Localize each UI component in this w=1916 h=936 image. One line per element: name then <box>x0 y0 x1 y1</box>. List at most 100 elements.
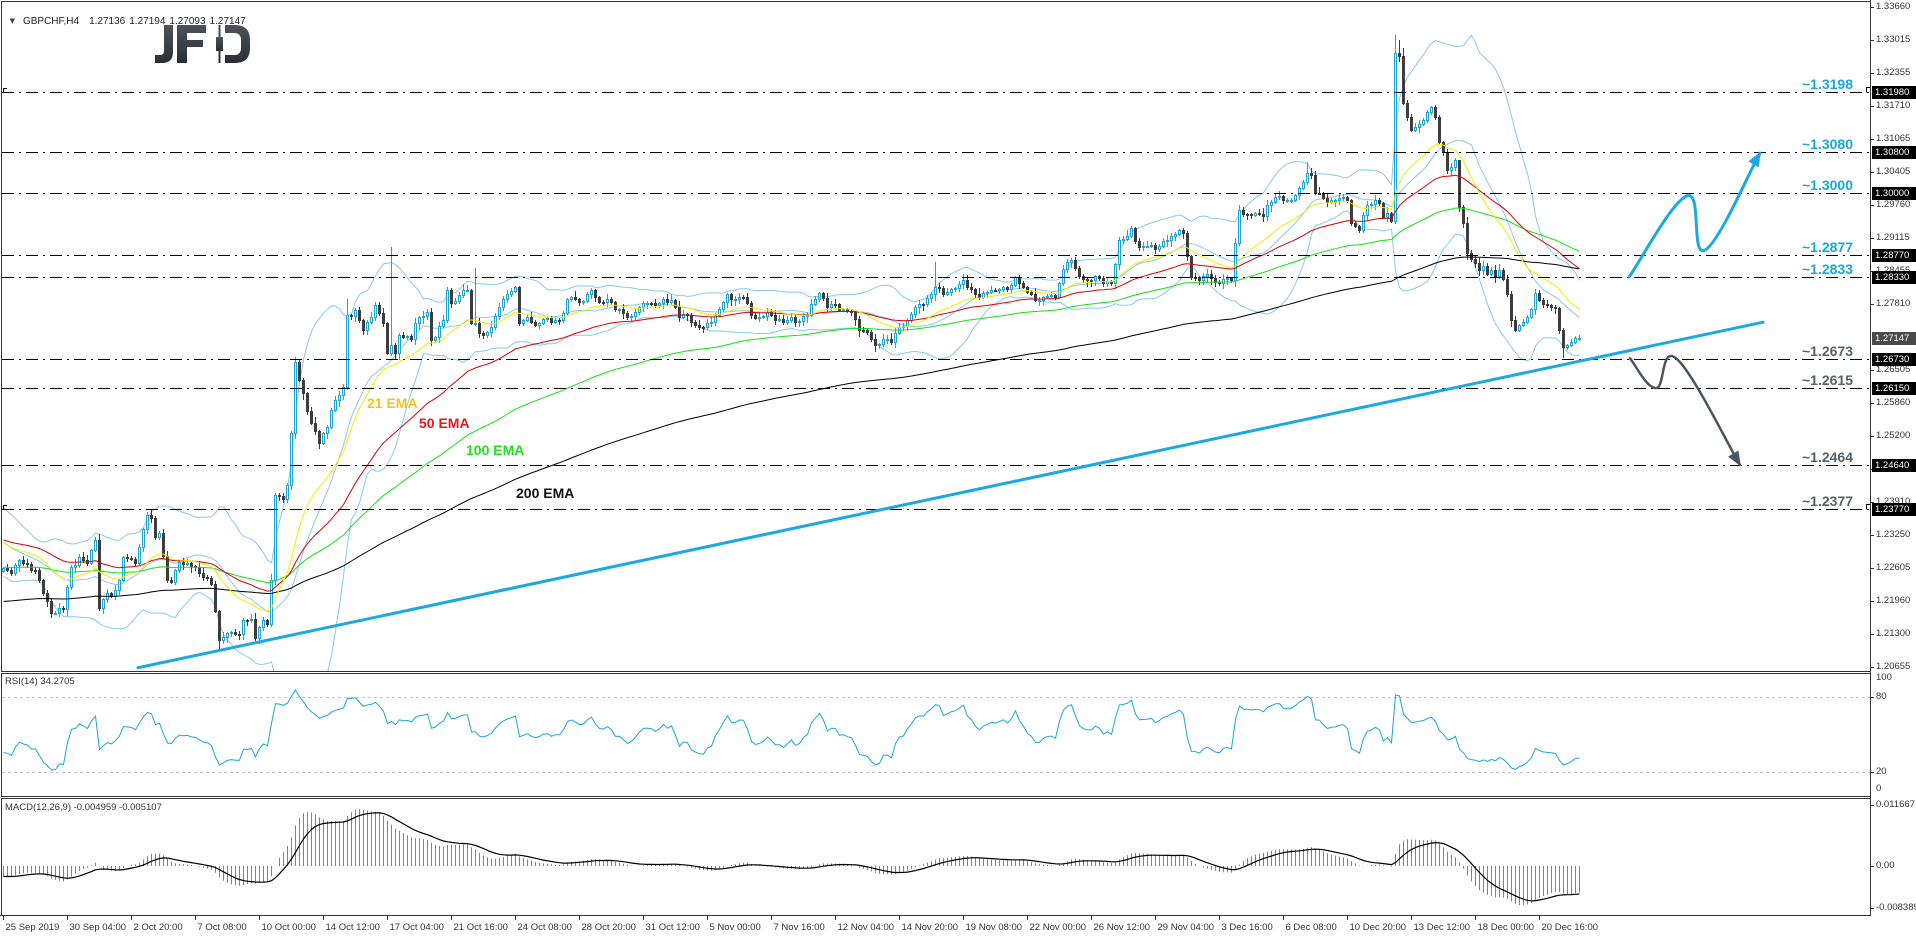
symbol-timeframe: GBPCHF,H4 <box>22 16 80 27</box>
price-axis-label: 1.30405 <box>1876 166 1911 177</box>
level-label-1.30800: ~1.3080 <box>1802 135 1853 152</box>
bear-candle-bodies <box>6 53 1565 641</box>
macd-axis-label: -0.008389 <box>1876 902 1916 913</box>
macd-title: MACD(12,26,9) -0.004959 -0.005107 <box>5 802 162 813</box>
logo-letter-d <box>225 25 250 63</box>
level-label-1.30000: ~1.3000 <box>1802 176 1853 193</box>
time-axis-label: 28 Oct 20:00 <box>581 922 636 933</box>
ema-200-label: 200 EMA <box>516 485 575 501</box>
price-chart-area[interactable] <box>2 34 1870 744</box>
chart-header: ▼ GBPCHF,H4 1.27136 1.27194 1.27093 1.27147 <box>4 3 246 28</box>
price-axis-label: 1.21960 <box>1876 595 1911 606</box>
macd-signal-line[interactable] <box>3 812 1580 902</box>
price-tag-1.30000: 1.30000 <box>1872 187 1916 200</box>
level-label-1.28330: ~1.2833 <box>1802 260 1853 277</box>
time-axis-label: 21 Oct 16:00 <box>453 922 508 933</box>
time-axis-label: 30 Sep 04:00 <box>69 922 127 933</box>
price-axis-label: 1.28455 <box>1876 265 1910 277</box>
bearish-scenario-arrowhead-icon <box>1728 450 1741 467</box>
bearish-scenario-arrow[interactable] <box>1628 354 1742 467</box>
time-axis-label: 14 Nov 20:00 <box>901 922 959 933</box>
ohlc-open: 1.27136 <box>89 16 126 27</box>
level-end-marker <box>3 87 1870 93</box>
bear-candle-wicks <box>7 40 1564 651</box>
collapse-triangle-icon[interactable]: ▼ <box>9 17 15 25</box>
bull-candle-bodies <box>2 53 1581 641</box>
price-axis-label: 1.25860 <box>1876 397 1911 408</box>
bollinger-middle-line[interactable] <box>3 139 1580 613</box>
price-axis-label: 1.25200 <box>1876 430 1911 441</box>
price-axis-label: 1.20655 <box>1876 661 1911 672</box>
rsi-panel-frame[interactable] <box>1 673 1871 797</box>
time-axis-label: 12 Nov 04:00 <box>837 922 895 933</box>
price-axis-label: 1.33015 <box>1876 34 1911 45</box>
level-label-1.26150: ~1.2615 <box>1802 371 1853 388</box>
rsi-axis-label: 80 <box>1876 691 1887 702</box>
time-axis-label: 19 Nov 08:00 <box>965 922 1023 933</box>
price-tag-1.30800: 1.30800 <box>1872 146 1916 159</box>
price-axis-label: 1.29760 <box>1876 199 1911 210</box>
ema-100-label: 100 EMA <box>466 442 525 458</box>
current-price-tag: 1.27147 <box>1872 332 1916 345</box>
price-tag-1.26730: 1.26730 <box>1872 353 1916 366</box>
logo-letter-j <box>155 25 173 63</box>
rsi-chart-area[interactable] <box>2 689 1870 773</box>
time-axis-label: 14 Oct 12:00 <box>325 922 380 933</box>
bearish-scenario-arrow-curve[interactable] <box>1628 354 1742 467</box>
price-axis-label: 1.31065 <box>1876 133 1911 144</box>
price-tag-1.26150: 1.26150 <box>1872 382 1916 395</box>
bollinger-upper-line[interactable] <box>3 34 1580 564</box>
ohlc-high: 1.27194 <box>129 16 166 27</box>
ohlc-low: 1.27093 <box>169 16 206 27</box>
time-axis-label: 5 Nov 00:00 <box>709 922 761 933</box>
rsi-axis-label: 20 <box>1876 766 1887 777</box>
level-label-1.28770: ~1.2877 <box>1802 238 1853 255</box>
time-axis-label: 25 Sep 2019 <box>5 922 60 933</box>
macd-histogram[interactable] <box>3 808 1580 906</box>
200-ema-line[interactable] <box>3 256 1580 602</box>
macd-axis-label: 0.011667 <box>1876 799 1915 810</box>
price-tag-1.31980: 1.31980 <box>1872 86 1916 99</box>
time-axis-label: 29 Nov 04:00 <box>1157 922 1215 933</box>
time-axis-label: 10 Dec 20:00 <box>1349 922 1407 933</box>
bullish-scenario-arrow-curve[interactable] <box>1627 151 1762 279</box>
bull-candle-wicks <box>3 35 1580 644</box>
price-axis-label: 1.23910 <box>1876 496 1911 507</box>
price-tag-1.23770: 1.23770 <box>1872 503 1916 516</box>
ema-50-label: 50 EMA <box>419 415 470 431</box>
logo-letter-f <box>177 25 206 63</box>
ema-21-label: 21 EMA <box>367 395 418 411</box>
price-axis-label: 1.32355 <box>1876 67 1911 78</box>
bullish-scenario-arrow[interactable] <box>1627 151 1762 279</box>
time-axis-label: 13 Dec 12:00 <box>1413 922 1471 933</box>
rsi-line[interactable] <box>3 689 1580 771</box>
macd-panel-frame[interactable] <box>1 798 1871 916</box>
macd-chart-area[interactable] <box>3 808 1580 906</box>
price-tag-1.28770: 1.28770 <box>1872 249 1916 262</box>
price-axis-label: 1.21300 <box>1876 628 1911 639</box>
bollinger-lower-line[interactable] <box>3 210 1580 744</box>
time-axis-label: 20 Dec 16:00 <box>1541 922 1599 933</box>
rsi-axis-label: 0 <box>1876 783 1882 794</box>
axes <box>0 0 1874 920</box>
100-ema-line[interactable] <box>3 207 1580 584</box>
21-ema-line[interactable] <box>3 143 1580 612</box>
price-tag-1.24640: 1.24640 <box>1872 459 1916 472</box>
time-axis-label: 7 Nov 16:00 <box>773 922 825 933</box>
price-axis-label: 1.31710 <box>1876 100 1911 111</box>
time-axis-label: 2 Oct 20:00 <box>133 922 183 933</box>
bullish-scenario-arrowhead-icon <box>1748 151 1761 168</box>
rsi-axis-label: 100 <box>1876 672 1892 683</box>
time-axis-label: 18 Dec 00:00 <box>1477 922 1535 933</box>
time-axis-label: 7 Oct 08:00 <box>197 922 247 933</box>
support-trendline[interactable] <box>136 320 1765 670</box>
time-axis-label: 6 Dec 08:00 <box>1285 922 1337 933</box>
time-axis-label: 22 Nov 00:00 <box>1029 922 1087 933</box>
time-axis-label: 31 Oct 12:00 <box>645 922 700 933</box>
time-axis-label: 26 Nov 12:00 <box>1093 922 1151 933</box>
main-chart-frame[interactable] <box>1 1 1871 672</box>
level-label-1.26730: ~1.2673 <box>1802 342 1853 359</box>
time-axis-label: 17 Oct 04:00 <box>389 922 444 933</box>
rsi-title: RSI(14) 34.2705 <box>5 676 75 687</box>
